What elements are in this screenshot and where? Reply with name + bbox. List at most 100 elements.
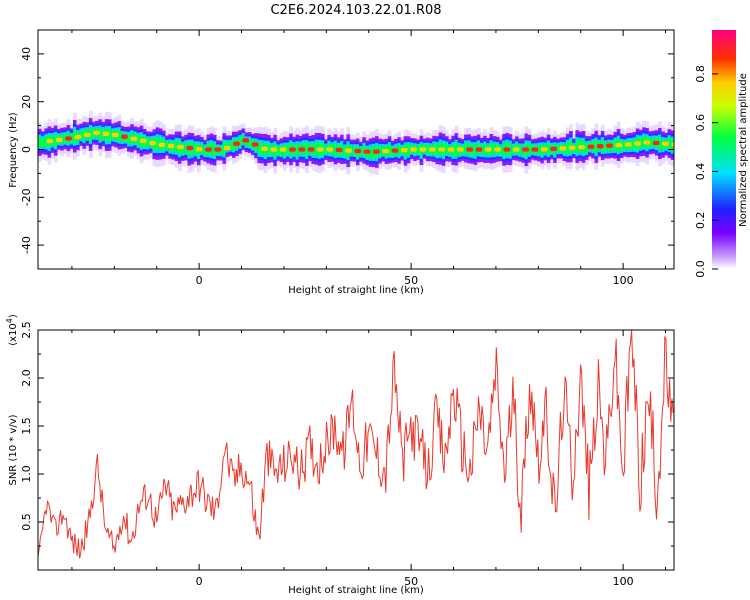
snr-scale-base: (x10	[8, 323, 19, 346]
snr-ylabel: SNR (10 * v/v)	[8, 414, 19, 485]
heatmap-cell	[454, 142, 459, 157]
snr-series-line	[38, 330, 674, 559]
heatmap-cell	[146, 138, 150, 148]
heatmap-cell	[537, 144, 542, 155]
heatmap-cell	[295, 143, 300, 158]
heatmap-peak	[102, 131, 110, 136]
heatmap-peak	[326, 147, 334, 152]
heatmap-peak	[615, 142, 623, 148]
heatmap-peak	[186, 145, 194, 151]
heatmap-peak	[662, 141, 669, 146]
heatmap-cell	[546, 142, 551, 155]
spectrogram-ytick-label: 40	[20, 47, 33, 61]
heatmap-cell	[286, 144, 290, 155]
spectrogram-ytick-label: 0	[20, 146, 33, 153]
heatmap-peak	[158, 142, 166, 148]
snr-ticks: 0 50 100 0.5 1.0 1.5 2.0 2.5	[20, 321, 674, 588]
spectrogram-ytick-label: -40	[20, 236, 33, 254]
snr-xtick-label: 50	[404, 575, 418, 588]
heatmap-cell	[565, 142, 570, 155]
heatmap-peak	[438, 147, 446, 152]
heatmap-peak	[233, 141, 240, 146]
snr-ytick-label: 2.0	[20, 369, 33, 387]
heatmap-cell	[556, 144, 561, 153]
heatmap-peak	[139, 138, 147, 144]
heatmap-peak	[214, 147, 222, 152]
heatmap-peak	[382, 148, 390, 154]
heatmap-peak	[484, 147, 492, 152]
heatmap-cell	[359, 147, 363, 156]
heatmap-peak	[503, 147, 511, 152]
heatmap-peak	[205, 147, 212, 152]
heatmap-cell	[473, 144, 478, 157]
snr-line-area	[38, 330, 674, 559]
colorbar-tick-label: 0.2	[694, 211, 707, 229]
heatmap-peak	[316, 147, 324, 152]
heatmap-peak	[540, 147, 548, 152]
heatmap-peak	[391, 148, 399, 153]
heatmap-cell	[88, 127, 93, 142]
heatmap-peak	[344, 148, 352, 153]
heatmap-cell	[117, 129, 122, 142]
heatmap-cell	[584, 143, 589, 153]
snr-scale-exponent: 4	[5, 318, 14, 323]
heatmap-peak	[335, 147, 343, 153]
heatmap-peak	[83, 132, 91, 138]
heatmap-cell	[193, 143, 198, 155]
heatmap-peak	[270, 147, 278, 152]
heatmap-cell	[378, 145, 383, 157]
heatmap-peak	[177, 144, 184, 150]
heatmap-cell	[38, 136, 42, 149]
spectrogram-heatmap	[38, 110, 674, 176]
heatmap-cell	[658, 137, 662, 151]
heatmap-cell	[305, 142, 309, 157]
heatmap-cell	[136, 134, 141, 146]
heatmap-peak	[428, 147, 436, 152]
snr-ytick-label: 2.5	[20, 321, 33, 339]
colorbar-tick-label: 0.0	[694, 260, 707, 278]
heatmap-cell	[508, 143, 513, 157]
heatmap-cell	[127, 133, 131, 145]
heatmap-cell	[368, 146, 373, 159]
heatmap-peak	[46, 138, 54, 144]
heatmap-cell	[667, 137, 672, 150]
heatmap-cell	[165, 141, 169, 150]
spectrogram-xlabel: Height of straight line (km)	[288, 285, 424, 296]
heatmap-cell	[238, 137, 243, 147]
spectrogram-xtick-label: 100	[613, 274, 634, 287]
heatmap-peak	[74, 134, 82, 140]
heatmap-cell	[41, 138, 45, 148]
heatmap-peak	[149, 140, 156, 146]
heatmap-cell	[518, 145, 522, 155]
heatmap-peak	[456, 147, 464, 152]
heatmap-peak	[522, 147, 529, 152]
colorbar-tick-label: 0.6	[694, 114, 707, 131]
heatmap-peak	[410, 147, 418, 152]
heatmap-cell	[219, 146, 224, 155]
colorbar-tick-label: 0.8	[694, 65, 707, 83]
snr-xtick-label: 100	[613, 575, 634, 588]
heatmap-cell	[575, 139, 580, 154]
heatmap-peak	[289, 147, 296, 152]
heatmap-cell	[639, 137, 643, 149]
colorbar: 0.0 0.2 0.4 0.6 0.8 Normalized spectral ampl…	[694, 30, 749, 278]
snr-ytick-label: 0.5	[20, 513, 33, 531]
heatmap-cell	[333, 143, 338, 156]
heatmap-peak	[624, 142, 632, 147]
spectrogram-xtick-label: 0	[196, 274, 203, 287]
heatmap-cell	[228, 141, 233, 150]
heatmap-cell	[623, 141, 627, 151]
spectrogram-ylabel: Frequency (Hz)	[8, 112, 19, 188]
snr-panel: 0 50 100 0.5 1.0 1.5 2.0 2.5 Height of straight…	[5, 314, 675, 596]
heatmap-cells	[38, 110, 674, 176]
heatmap-peak	[634, 141, 641, 146]
heatmap-cell	[44, 136, 49, 148]
heatmap-peak	[643, 140, 651, 145]
spectrogram-ytick-label: 20	[20, 95, 33, 109]
heatmap-peak	[251, 142, 259, 147]
snr-scale-label: (x104)	[5, 314, 19, 346]
heatmap-cell	[435, 144, 440, 156]
heatmap-cell	[594, 140, 599, 154]
heatmap-cell	[79, 130, 84, 140]
heatmap-peak	[587, 144, 595, 149]
